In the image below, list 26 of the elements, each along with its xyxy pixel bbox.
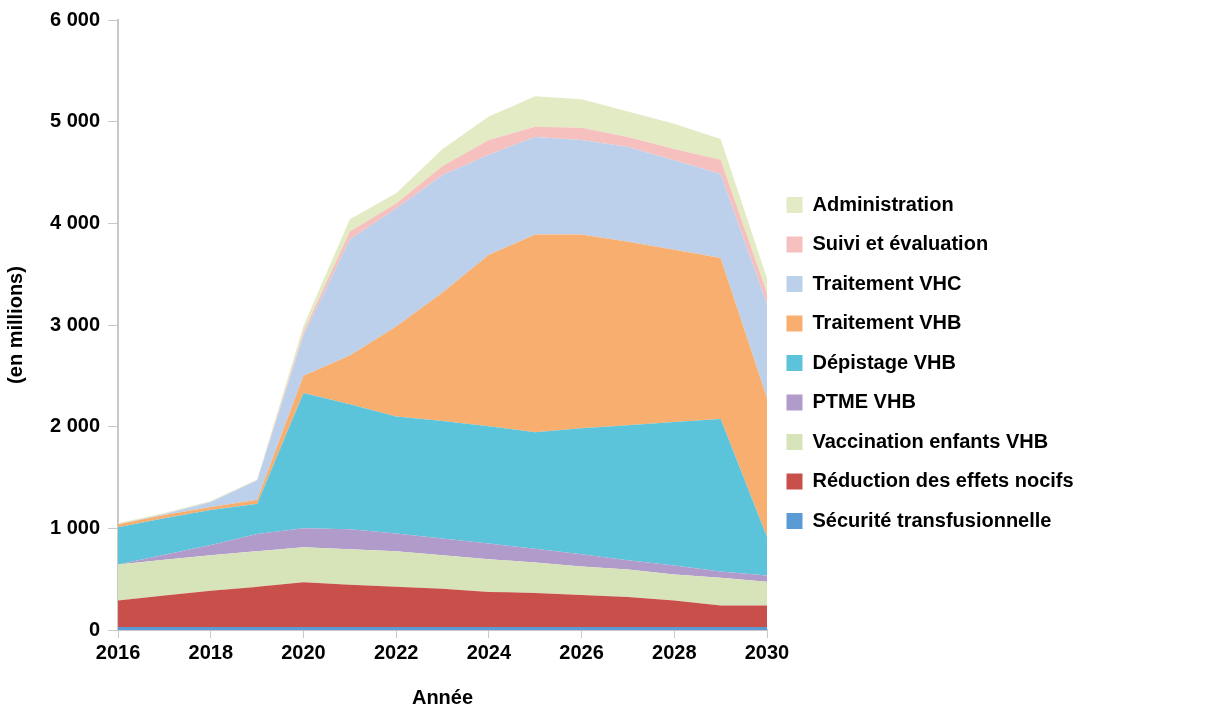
y-tick-label: 5 000 xyxy=(49,109,101,132)
legend-label: Réduction des effets nocifs xyxy=(812,469,1074,492)
legend-label: Dépistage VHB xyxy=(812,350,956,373)
y-tick-label: 6 000 xyxy=(49,7,101,30)
x-tick-label: 2030 xyxy=(744,640,790,663)
x-tick-label: 2028 xyxy=(652,640,697,663)
x-tick-label: 2016 xyxy=(95,640,141,663)
x-tick-label: 2024 xyxy=(466,640,512,663)
x-tick-label: 2022 xyxy=(373,640,419,663)
x-axis-title: Année xyxy=(411,685,474,708)
legend-label: PTME VHB xyxy=(812,390,916,413)
legend-label: Suivi et évaluation xyxy=(812,232,989,255)
y-tick-label: 0 xyxy=(88,617,101,640)
y-tick-label: 1 000 xyxy=(49,515,101,538)
x-tick-label: 2026 xyxy=(559,640,604,663)
y-axis-title: (en millions) xyxy=(3,266,26,384)
x-tick-label: 2020 xyxy=(281,640,326,663)
y-tick-label: 3 000 xyxy=(49,312,101,335)
y-tick-label: 2 000 xyxy=(49,414,101,437)
legend-label: Sécurité transfusionnelle xyxy=(812,508,1052,531)
legend-label: Traitement VHC xyxy=(812,271,962,294)
y-tick-label: 4 000 xyxy=(49,210,101,233)
legend-label: Traitement VHB xyxy=(812,311,962,334)
legend-label: Vaccination enfants VHB xyxy=(812,429,1049,452)
x-tick-label: 2018 xyxy=(188,640,234,663)
legend-label: Administration xyxy=(812,192,954,215)
